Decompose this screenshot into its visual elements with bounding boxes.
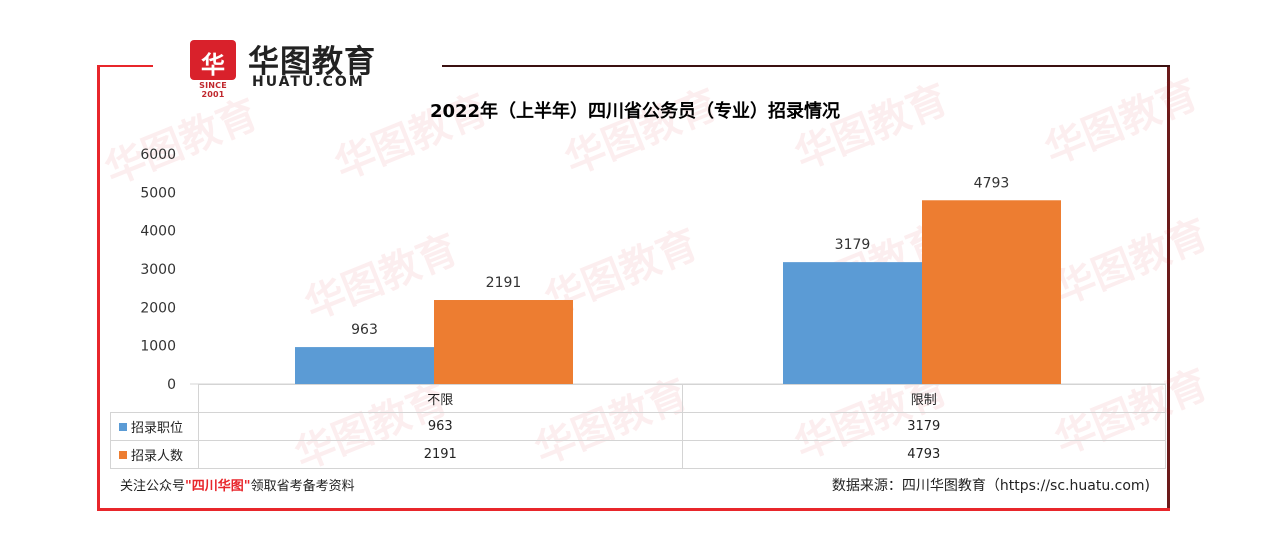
y-tick-label: 2000 [140,300,176,316]
footer-source: 数据来源：四川华图教育（https://sc.huatu.com) [831,478,1150,494]
chart-title: 2022年（上半年）四川省公务员（专业）招录情况 [429,101,841,122]
frame-border-bottom [97,508,1170,511]
bar [922,200,1061,384]
data-label: 2191 [486,275,522,291]
logo-name-cn: 华图教育 [248,44,376,80]
category-label: 限制 [681,384,1166,413]
logo-name-en: HUATU.COM [252,74,365,90]
table-cell: 963 [198,412,683,441]
footer-follow-note: 关注公众号"四川华图"领取省考备考资料 [120,479,355,494]
data-table-row: 招录人数 2191 4793 [110,440,1166,469]
legend-entry: 招录人数 [110,440,199,469]
table-cell: 2191 [198,440,683,469]
account-name: "四川华图" [185,479,251,494]
y-tick-label: 1000 [140,339,176,355]
data-table-corner [110,384,199,413]
table-cell: 3179 [681,412,1166,441]
brand-logo: 华 SINCE 2001 华图教育 HUATU.COM [186,40,426,99]
bar [434,300,573,384]
data-table-row: 招录职位 963 3179 [110,412,1166,441]
data-label: 4793 [974,175,1010,191]
bar [295,347,434,384]
y-tick-label: 6000 [140,147,176,163]
table-cell: 4793 [681,440,1166,469]
frame-border-left [97,65,100,511]
data-label: 963 [351,322,378,338]
frame-border-top-left [97,65,153,67]
legend-swatch-icon [119,423,127,431]
category-label: 不限 [198,384,683,413]
logo-mark-icon: 华 [190,40,236,80]
data-label: 3179 [835,237,871,253]
legend-swatch-icon [119,451,127,459]
data-table-header-row: 不限 限制 [110,384,1166,413]
frame-border-top-right [442,65,1170,67]
frame-border-right [1167,65,1170,511]
legend-entry: 招录职位 [110,412,199,441]
y-tick-label: 4000 [140,224,176,240]
logo-since: SINCE 2001 [199,81,227,99]
bar [783,262,922,384]
y-tick-label: 5000 [140,185,176,201]
y-tick-label: 3000 [140,262,176,278]
data-table: 不限 限制 招录职位 963 3179 招录人数 2191 4793 [110,384,1166,469]
